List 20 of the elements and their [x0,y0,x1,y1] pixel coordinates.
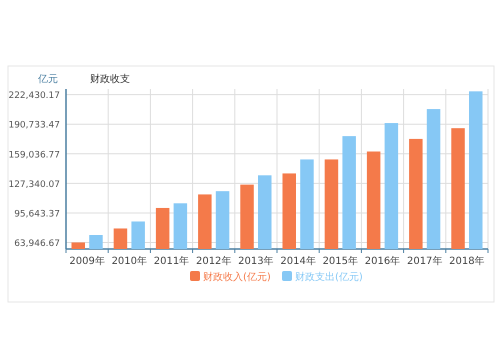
y-tick-label: 190,733.47 [8,120,60,131]
x-tick-label: 2011年 [154,255,190,267]
x-tick-label: 2012年 [196,255,232,267]
y-axis-title: 亿元 [37,74,58,85]
x-tick-label: 2017年 [406,255,442,267]
chart-title: 财政收支 [90,73,130,85]
x-tick-label: 2013年 [238,255,274,267]
x-tick-label: 2010年 [112,255,148,267]
x-tick-label: 2016年 [364,255,400,267]
x-tick-label: 2018年 [449,255,485,267]
legend-label: 财政收入(亿元) [203,271,271,283]
x-tick-label: 2009年 [69,255,105,267]
y-tick-label: 159,036.77 [8,150,60,160]
y-tick-label: 63,946.67 [14,239,60,250]
y-tick-label: 95,643.37 [14,209,60,220]
x-tick-label: 2015年 [322,255,358,267]
legend-label: 财政支出(亿元) [295,271,363,283]
y-tick-label: 127,340.07 [8,180,60,190]
x-tick-label: 2014年 [280,255,316,267]
y-tick-label: 222,430.17 [8,91,60,102]
